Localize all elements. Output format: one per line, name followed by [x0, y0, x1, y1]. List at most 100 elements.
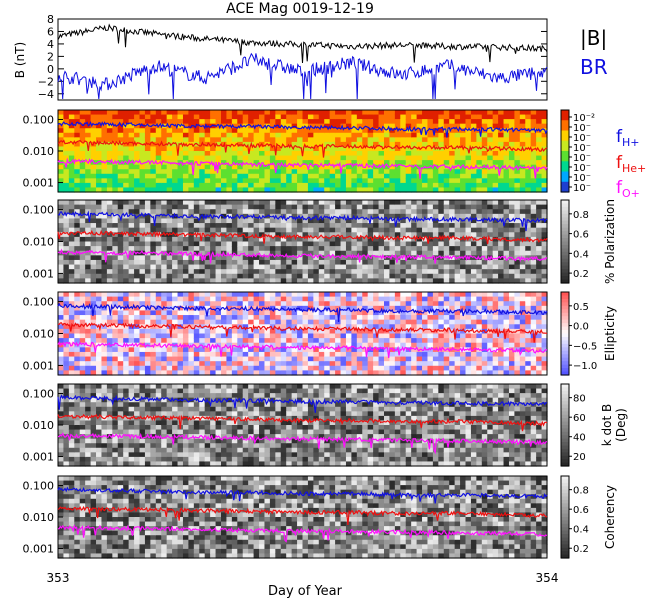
- spectrogram-cell: [178, 242, 184, 247]
- spectrogram-cell: [341, 352, 347, 357]
- spectrogram-cell: [303, 183, 309, 188]
- spectrogram-cell: [63, 265, 69, 270]
- spectrogram-cell: [536, 115, 542, 120]
- spectrogram-cell: [226, 246, 232, 251]
- spectrogram-cell: [96, 169, 102, 174]
- spectrogram-cell: [134, 169, 140, 174]
- spectrogram-cell: [319, 119, 325, 124]
- spectrogram-cell: [286, 223, 292, 228]
- spectrogram-cell: [531, 265, 537, 270]
- spectrogram-cell: [156, 297, 162, 302]
- spectrogram-cell: [384, 110, 390, 115]
- spectrogram-cell: [118, 183, 124, 188]
- spectrogram-cell: [270, 260, 276, 265]
- colorbar-segment: [561, 141, 569, 145]
- spectrogram-cell: [91, 115, 97, 120]
- spectrogram-cell: [178, 320, 184, 325]
- spectrogram-cell: [330, 292, 336, 297]
- spectrogram-cell: [411, 324, 417, 329]
- spectrogram-cell: [476, 324, 482, 329]
- spectrogram-cell: [411, 297, 417, 302]
- spectrogram-cell: [216, 178, 222, 183]
- spectrogram-cell: [520, 228, 526, 233]
- spectrogram-cell: [248, 200, 254, 205]
- spectrogram-cell: [140, 347, 146, 352]
- spectrogram-cell: [536, 338, 542, 343]
- spectrogram-cell: [183, 357, 189, 362]
- spectrogram-cell: [509, 151, 515, 156]
- spectrogram-cell: [167, 165, 173, 170]
- spectrogram-cell: [455, 110, 461, 115]
- spectrogram-cell: [335, 178, 341, 183]
- spectrogram-cell: [226, 255, 232, 260]
- spectrogram-cell: [216, 110, 222, 115]
- spectrogram-cell: [270, 228, 276, 233]
- spectrogram-cell: [188, 334, 194, 339]
- spectrogram-cell: [270, 156, 276, 161]
- spectrogram-cell: [335, 183, 341, 188]
- spectrogram-cell: [69, 218, 75, 223]
- spectrogram-cell: [243, 200, 249, 205]
- spectrogram-cell: [427, 361, 433, 366]
- spectrogram-cell: [74, 366, 80, 371]
- spectrogram-cell: [389, 366, 395, 371]
- field-y-tick-label: −4: [38, 88, 54, 101]
- spectrogram-cell: [96, 110, 102, 115]
- spectrogram-cell: [248, 178, 254, 183]
- spectrogram-cell: [237, 357, 243, 362]
- spectrogram-cell: [379, 151, 385, 156]
- spectrogram-cell: [259, 183, 265, 188]
- spectrogram-cell: [205, 169, 211, 174]
- spectrogram-cell: [466, 324, 472, 329]
- spectrogram-cell: [449, 160, 455, 165]
- spectrogram-cell: [237, 169, 243, 174]
- spectrogram-cell: [531, 110, 537, 115]
- spectrogram-cell: [368, 169, 374, 174]
- spectrogram-cell: [504, 352, 510, 357]
- spectrogram-cell: [406, 156, 412, 161]
- spectrogram-cell: [427, 205, 433, 210]
- spectrogram-cell: [107, 165, 113, 170]
- spectrogram-cell: [216, 146, 222, 151]
- spectrogram-cell: [221, 357, 227, 362]
- spectrogram-cell: [58, 260, 64, 265]
- spectrogram-cell: [308, 174, 314, 179]
- spectrogram-cell: [232, 352, 238, 357]
- spectrogram-cell: [536, 320, 542, 325]
- spectrogram-cell: [140, 297, 146, 302]
- spectrogram-cell: [194, 169, 200, 174]
- spectrogram-cell: [319, 242, 325, 247]
- spectrogram-cell: [466, 228, 472, 233]
- spectrogram-cell: [270, 218, 276, 223]
- spectrogram-cell: [482, 265, 488, 270]
- spectrogram-cell: [438, 297, 444, 302]
- spectrogram-cell: [313, 133, 319, 138]
- spectrogram-cell: [226, 133, 232, 138]
- spectrogram-cell: [406, 115, 412, 120]
- spectrogram-cell: [167, 338, 173, 343]
- spectrogram-cell: [156, 156, 162, 161]
- spectrogram-cell: [395, 115, 401, 120]
- spectrogram-cell: [525, 292, 531, 297]
- spectrogram-cell: [69, 274, 75, 279]
- spectrogram-cell: [91, 366, 97, 371]
- spectrogram-cell: [96, 218, 102, 223]
- spectrogram-cell: [384, 115, 390, 120]
- spectrogram-cell: [303, 366, 309, 371]
- spectrogram-cell: [471, 361, 477, 366]
- spectrogram-cell: [254, 292, 260, 297]
- spectrogram-cell: [107, 329, 113, 334]
- spectrogram-cell: [504, 246, 510, 251]
- spectrogram-cell: [275, 269, 281, 274]
- spectrogram-cell: [107, 265, 113, 270]
- spectrogram-cell: [406, 242, 412, 247]
- spectrogram-cell: [493, 366, 499, 371]
- spectrogram-cell: [216, 310, 222, 315]
- spectrogram-cell: [303, 209, 309, 214]
- spectrogram-cell: [161, 315, 167, 320]
- spectrogram-cell: [226, 269, 232, 274]
- spectrogram-cell: [319, 301, 325, 306]
- spectrogram-cell: [460, 251, 466, 256]
- spectrogram-cell: [123, 128, 129, 133]
